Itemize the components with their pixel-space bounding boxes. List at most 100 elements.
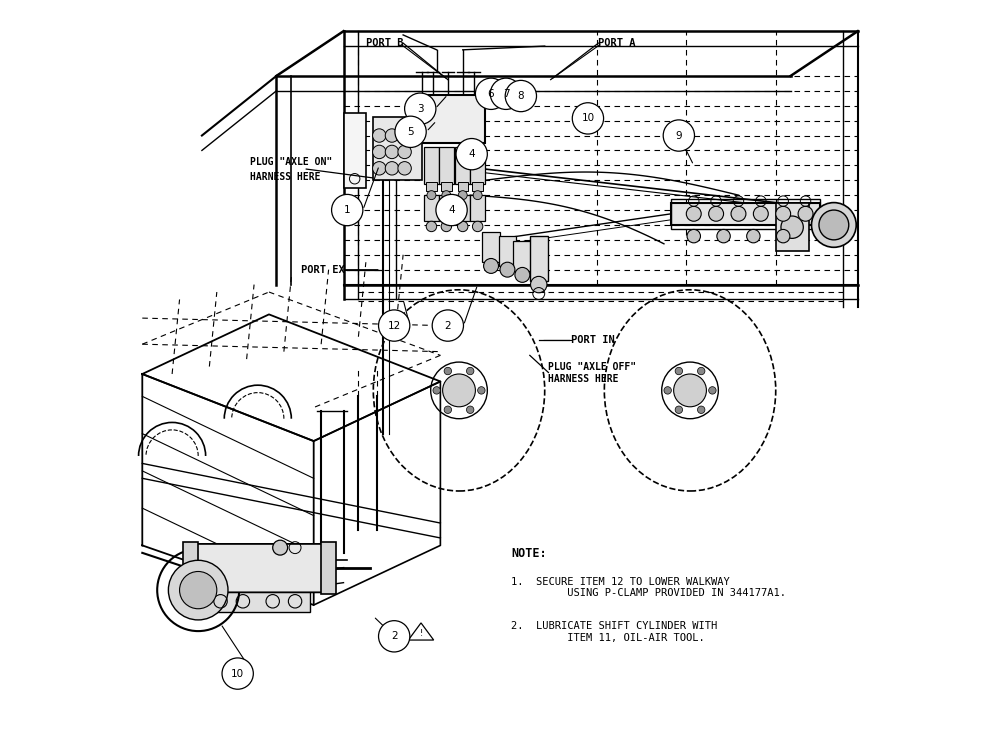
Text: 4: 4	[468, 149, 475, 159]
Circle shape	[697, 367, 705, 375]
Circle shape	[458, 221, 468, 232]
Bar	[439, 195, 454, 221]
Circle shape	[456, 138, 487, 170]
Circle shape	[385, 129, 399, 142]
Circle shape	[731, 206, 746, 221]
Circle shape	[444, 367, 452, 375]
Circle shape	[466, 406, 474, 414]
Circle shape	[379, 621, 410, 652]
Text: 7: 7	[503, 89, 509, 99]
Circle shape	[500, 263, 515, 277]
Circle shape	[373, 145, 386, 159]
Circle shape	[398, 129, 411, 142]
Bar	[530, 236, 548, 280]
Circle shape	[395, 116, 426, 147]
Text: !: !	[419, 629, 423, 638]
Text: HARNESS HERE: HARNESS HERE	[548, 374, 619, 384]
Circle shape	[180, 571, 217, 609]
Circle shape	[444, 406, 452, 414]
Circle shape	[458, 191, 467, 200]
Bar	[344, 113, 366, 188]
Circle shape	[812, 203, 856, 248]
Circle shape	[709, 387, 716, 394]
Circle shape	[432, 310, 463, 341]
Circle shape	[675, 406, 683, 414]
Circle shape	[675, 367, 683, 375]
Circle shape	[515, 268, 530, 282]
Circle shape	[478, 387, 485, 394]
Text: 8: 8	[518, 91, 524, 101]
Text: 4: 4	[448, 205, 455, 215]
Circle shape	[505, 80, 537, 111]
Circle shape	[475, 78, 507, 109]
Bar	[373, 117, 422, 180]
Bar	[455, 195, 470, 221]
Circle shape	[717, 230, 730, 243]
Circle shape	[664, 387, 671, 394]
Circle shape	[433, 387, 440, 394]
Bar	[439, 147, 454, 184]
Text: NOTE:: NOTE:	[511, 547, 547, 560]
Circle shape	[405, 93, 436, 124]
Circle shape	[663, 120, 695, 151]
Text: 5: 5	[407, 127, 414, 137]
Text: 12: 12	[388, 321, 401, 331]
Circle shape	[781, 216, 803, 239]
Circle shape	[819, 210, 849, 240]
Text: 10: 10	[581, 114, 594, 123]
Text: PORT A: PORT A	[598, 38, 636, 48]
Circle shape	[776, 206, 791, 221]
Circle shape	[466, 367, 474, 375]
Bar	[671, 199, 820, 229]
Bar	[426, 183, 437, 191]
Bar	[441, 183, 452, 191]
Text: PLUG "AXLE ON": PLUG "AXLE ON"	[250, 156, 333, 167]
Circle shape	[273, 540, 288, 555]
Circle shape	[373, 162, 386, 175]
Circle shape	[484, 259, 499, 274]
Circle shape	[686, 206, 701, 221]
Bar	[458, 183, 468, 191]
Circle shape	[427, 191, 436, 200]
Circle shape	[709, 206, 724, 221]
Bar	[482, 233, 500, 263]
Circle shape	[472, 221, 483, 232]
Text: 9: 9	[676, 131, 682, 141]
Circle shape	[436, 194, 467, 226]
Circle shape	[674, 374, 706, 407]
Circle shape	[332, 194, 363, 226]
Bar	[418, 94, 485, 143]
Bar	[776, 203, 809, 251]
Bar	[470, 195, 485, 221]
Circle shape	[490, 78, 522, 109]
Bar	[472, 183, 483, 191]
Bar	[513, 242, 531, 272]
Circle shape	[442, 191, 451, 200]
Bar	[470, 147, 485, 184]
Bar	[321, 542, 336, 594]
Circle shape	[426, 221, 437, 232]
Circle shape	[776, 230, 790, 243]
Text: PORT EX: PORT EX	[301, 265, 345, 275]
Bar	[455, 147, 470, 184]
Text: 6: 6	[488, 89, 494, 99]
Bar	[499, 236, 516, 266]
Circle shape	[398, 162, 411, 175]
Bar	[424, 195, 439, 221]
Text: 1.  SECURE ITEM 12 TO LOWER WALKWAY
         USING P-CLAMP PROVIDED IN 344177A1.: 1. SECURE ITEM 12 TO LOWER WALKWAY USING…	[511, 577, 786, 598]
Text: 1: 1	[344, 205, 351, 215]
Bar	[183, 542, 198, 594]
Text: 10: 10	[231, 669, 244, 678]
Text: 2: 2	[445, 321, 451, 331]
Bar	[671, 203, 820, 225]
Text: 2: 2	[391, 631, 397, 641]
Circle shape	[531, 276, 547, 292]
Text: 2.  LUBRICATE SHIFT CYLINDER WITH
         ITEM 11, OIL-AIR TOOL.: 2. LUBRICATE SHIFT CYLINDER WITH ITEM 11…	[511, 622, 717, 643]
Circle shape	[798, 206, 813, 221]
Bar	[206, 588, 310, 613]
Circle shape	[697, 406, 705, 414]
Circle shape	[379, 310, 410, 341]
FancyBboxPatch shape	[191, 544, 325, 592]
Text: HARNESS HERE: HARNESS HERE	[250, 171, 321, 182]
Circle shape	[753, 206, 768, 221]
